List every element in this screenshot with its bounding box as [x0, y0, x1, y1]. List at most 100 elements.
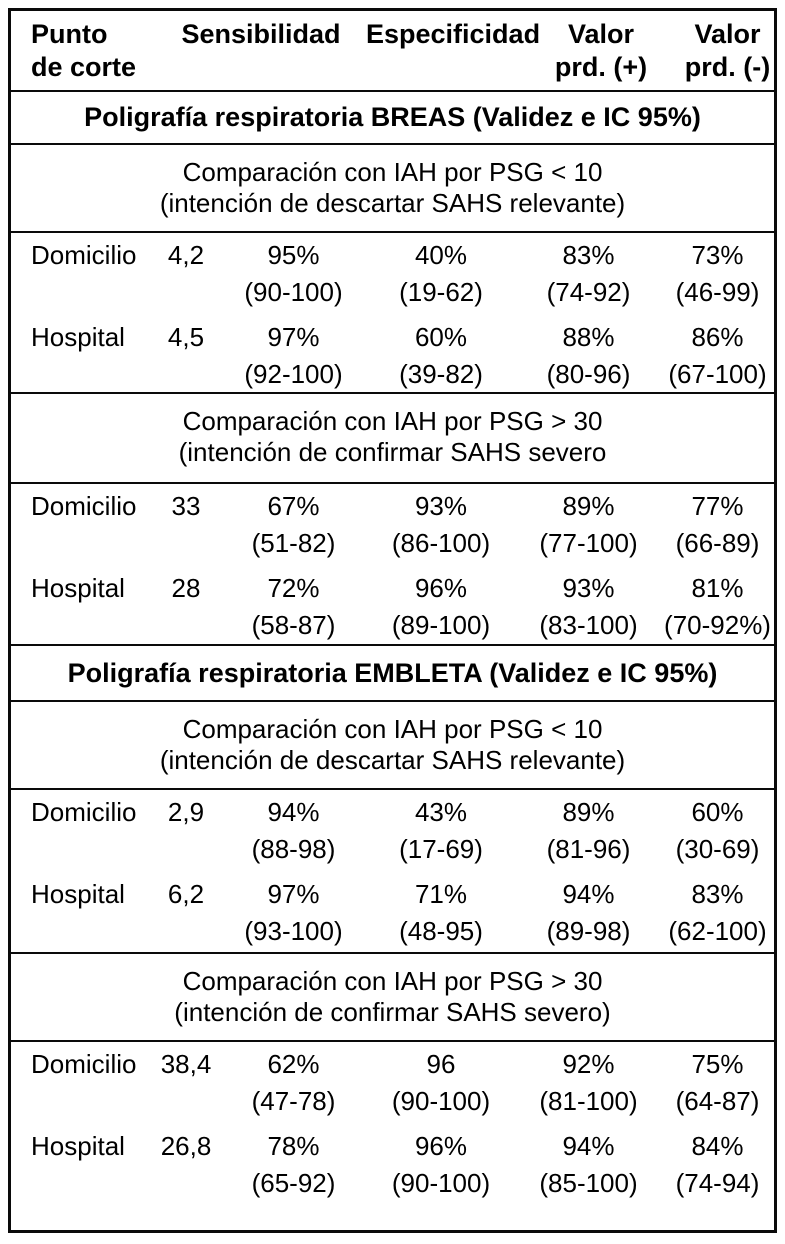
npv-ci: (46-99)	[675, 277, 760, 307]
specificity-cell: 96 (90-100)	[366, 1046, 516, 1120]
sensitivity-cell: 67% (51-82)	[221, 488, 366, 562]
section-title-embleta: Poligrafía respiratoria EMBLETA (Validez…	[11, 646, 774, 702]
specificity-value: 71%	[414, 879, 468, 909]
column-header-punto-de-corte: Punto de corte	[11, 18, 156, 90]
sensitivity-value: 97%	[267, 879, 320, 909]
caption-embleta-psg-gt-30: Comparación con IAH por PSG > 30 (intenc…	[11, 954, 774, 1042]
caption-breas-psg-lt-10: Comparación con IAH por PSG < 10 (intenc…	[11, 145, 774, 233]
table-row: Hospital 4,5 97% (92-100) 60% (39-82) 88…	[11, 319, 774, 393]
caption-line-2: (intención de descartar SAHS relevante)	[159, 188, 626, 218]
validity-table: Punto de corte Sensibilidad Especificida…	[8, 8, 777, 1233]
specificity-ci: (39-82)	[399, 359, 483, 389]
npv-cell: 77% (66-89)	[661, 488, 774, 562]
column-header-valor-predictivo-positivo: Valor prd. (+)	[521, 18, 681, 90]
specificity-ci: (89-100)	[391, 610, 491, 640]
sensitivity-ci: (58-87)	[251, 610, 336, 640]
row-label: Domicilio	[31, 491, 137, 521]
header-prd-neg: prd. (-)	[684, 52, 771, 82]
sensitivity-ci: (92-100)	[244, 359, 343, 389]
sensitivity-cell: 94% (88-98)	[221, 794, 366, 868]
caption-line-1: Comparación con IAH por PSG > 30	[182, 406, 603, 436]
specificity-value: 96%	[414, 1131, 468, 1161]
table-row: Domicilio 4,2 95% (90-100) 40% (19-62) 8…	[11, 237, 774, 311]
ppv-cell: 83% (74-92)	[516, 237, 661, 311]
section-title-breas: Poligrafía respiratoria BREAS (Validez e…	[11, 92, 774, 145]
ppv-ci: (80-96)	[546, 359, 631, 389]
sensitivity-cell: 95% (90-100)	[221, 237, 366, 311]
specificity-cell: 71% (48-95)	[366, 876, 516, 950]
column-header-especificidad: Especificidad	[366, 19, 541, 49]
npv-value: 75%	[691, 1049, 744, 1079]
npv-value: 73%	[691, 240, 744, 270]
row-label: Domicilio	[31, 1049, 137, 1079]
ppv-cell: 93% (83-100)	[516, 570, 661, 644]
caption-line-2: (intención de descartar SAHS relevante)	[159, 745, 626, 775]
table-row: Hospital 6,2 97% (93-100) 71% (48-95) 94…	[11, 876, 774, 950]
sensitivity-cell: 72% (58-87)	[221, 570, 366, 644]
cutoff-value: 33	[171, 491, 201, 521]
row-label: Hospital	[31, 322, 125, 352]
specificity-value: 43%	[414, 797, 468, 827]
table-row: Hospital 28 72% (58-87) 96% (89-100) 93%…	[11, 570, 774, 644]
ppv-cell: 94% (85-100)	[516, 1128, 661, 1202]
cutoff-value: 6,2	[167, 879, 205, 909]
npv-cell: 73% (46-99)	[661, 237, 774, 311]
cutoff-value: 2,9	[167, 797, 205, 827]
row-label: Hospital	[31, 573, 125, 603]
specificity-value: 40%	[414, 240, 468, 270]
row-label: Domicilio	[31, 797, 137, 827]
npv-ci: (30-69)	[675, 834, 760, 864]
ppv-cell: 94% (89-98)	[516, 876, 661, 950]
npv-ci: (66-89)	[675, 528, 760, 558]
npv-value: 84%	[691, 1131, 744, 1161]
specificity-value: 60%	[414, 322, 468, 352]
cutoff-value: 4,2	[167, 240, 205, 270]
ppv-ci: (89-98)	[546, 916, 631, 946]
sensitivity-value: 78%	[267, 1131, 320, 1161]
caption-embleta-psg-lt-10: Comparación con IAH por PSG < 10 (intenc…	[11, 702, 774, 790]
caption-breas-psg-gt-30: Comparación con IAH por PSG > 30 (intenc…	[11, 394, 774, 484]
sensitivity-cell: 97% (92-100)	[221, 319, 366, 393]
table-row: Hospital 26,8 78% (65-92) 96% (90-100) 9…	[11, 1128, 774, 1202]
npv-ci: (74-94)	[675, 1168, 760, 1198]
npv-value: 83%	[691, 879, 744, 909]
table-row: Domicilio 2,9 94% (88-98) 43% (17-69) 89…	[11, 794, 774, 868]
ppv-value: 94%	[562, 879, 615, 909]
header-punto: Punto	[31, 19, 108, 49]
ppv-value: 89%	[562, 797, 615, 827]
ppv-cell: 88% (80-96)	[516, 319, 661, 393]
ppv-value: 93%	[562, 573, 615, 603]
specificity-cell: 43% (17-69)	[366, 794, 516, 868]
ppv-value: 88%	[562, 322, 615, 352]
sensitivity-ci: (47-78)	[251, 1086, 336, 1116]
ppv-ci: (74-92)	[546, 277, 631, 307]
specificity-value: 96%	[414, 573, 468, 603]
sensitivity-value: 67%	[267, 491, 320, 521]
specificity-ci: (86-100)	[391, 528, 491, 558]
specificity-cell: 93% (86-100)	[366, 488, 516, 562]
sensitivity-value: 97%	[267, 322, 320, 352]
caption-line-1: Comparación con IAH por PSG < 10	[182, 714, 603, 744]
specificity-value: 93%	[414, 491, 468, 521]
header-valor-neg: Valor	[694, 19, 761, 49]
specificity-cell: 40% (19-62)	[366, 237, 516, 311]
npv-cell: 83% (62-100)	[661, 876, 774, 950]
sensitivity-value: 94%	[267, 797, 320, 827]
npv-cell: 75% (64-87)	[661, 1046, 774, 1120]
ppv-ci: (81-96)	[546, 834, 631, 864]
ppv-cell: 92% (81-100)	[516, 1046, 661, 1120]
table-row: Domicilio 38,4 62% (47-78) 96 (90-100) 9…	[11, 1046, 774, 1120]
data-band-embleta-psg-gt-30: Domicilio 38,4 62% (47-78) 96 (90-100) 9…	[11, 1042, 774, 1230]
npv-cell: 81% (70-92%)	[661, 570, 774, 644]
caption-line-1: Comparación con IAH por PSG > 30	[182, 966, 603, 996]
cutoff-value: 28	[171, 573, 201, 603]
sensitivity-cell: 62% (47-78)	[221, 1046, 366, 1120]
ppv-cell: 89% (77-100)	[516, 488, 661, 562]
npv-ci: (62-100)	[668, 916, 767, 946]
caption-line-1: Comparación con IAH por PSG < 10	[182, 157, 603, 187]
column-header-valor-predictivo-negativo: Valor prd. (-)	[681, 18, 774, 90]
npv-value: 77%	[691, 491, 744, 521]
sensitivity-ci: (51-82)	[251, 528, 336, 558]
row-label: Domicilio	[31, 240, 137, 270]
sensitivity-value: 72%	[267, 573, 320, 603]
